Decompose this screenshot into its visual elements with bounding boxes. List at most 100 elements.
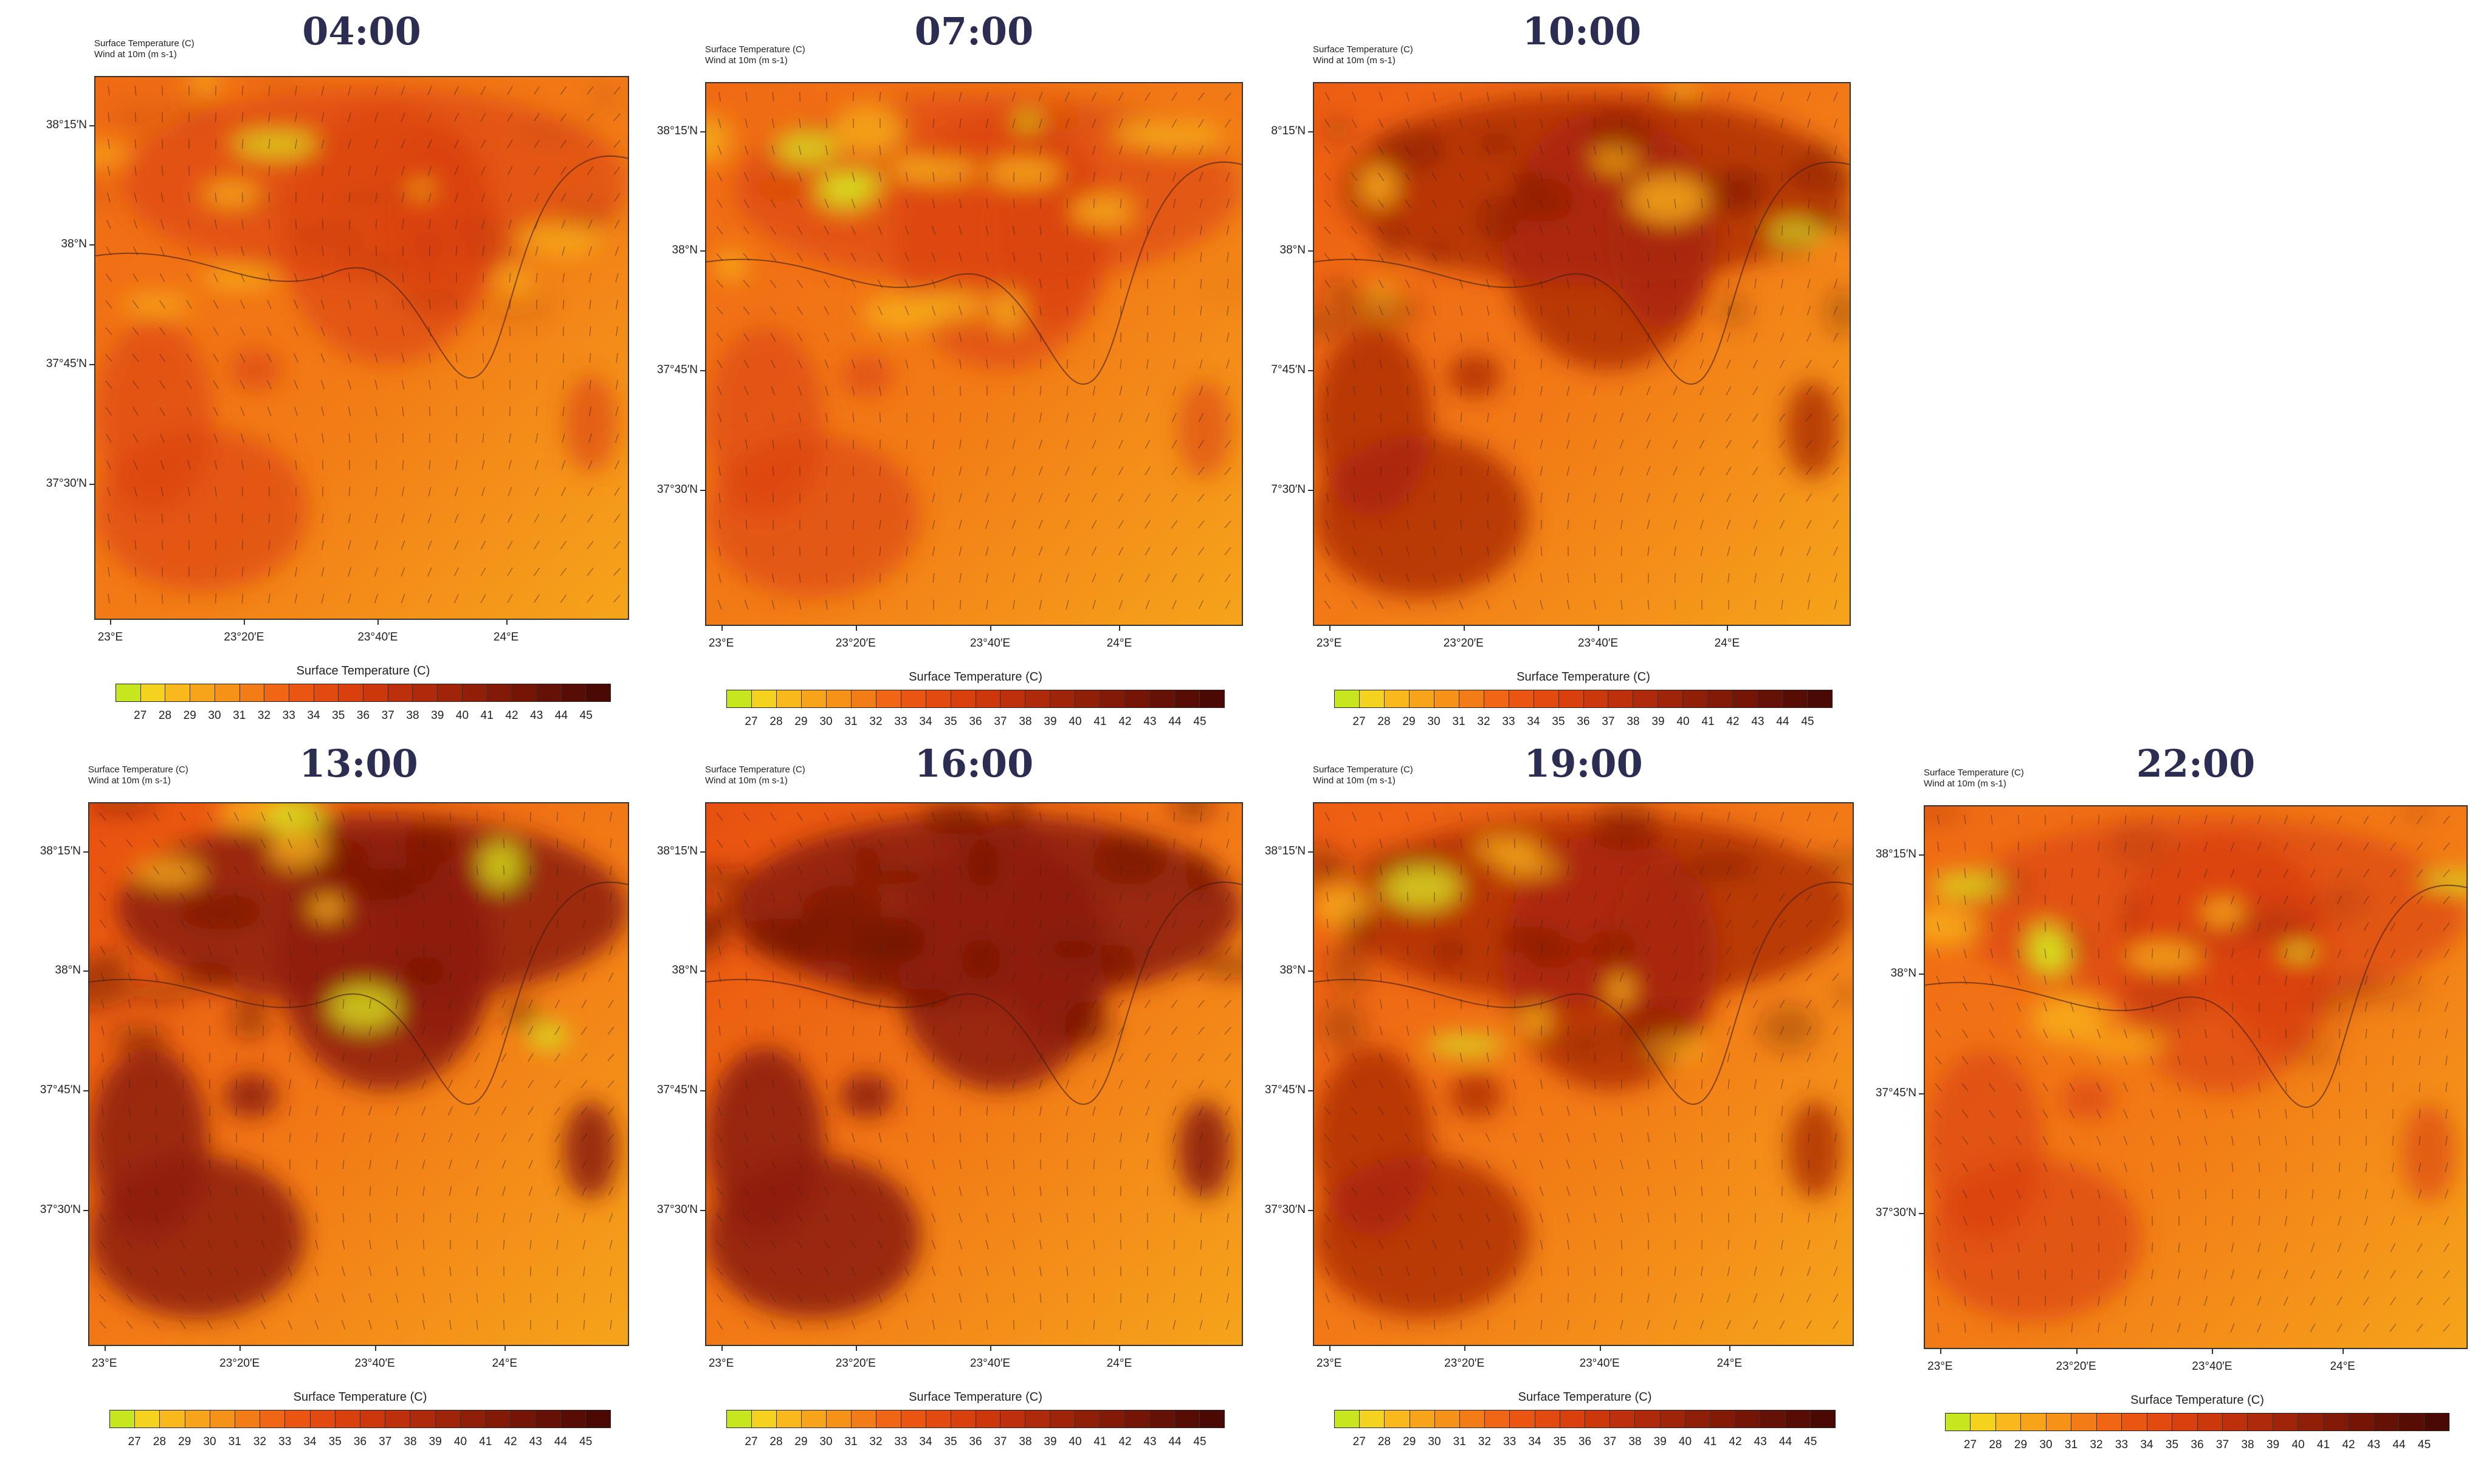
colorbar-swatch (1710, 1410, 1736, 1427)
colorbar-swatch (751, 690, 777, 707)
colorbar-tick-label: 42 (1726, 715, 1740, 728)
panel-time-title: 13:00 (299, 741, 418, 786)
latitude-tick (700, 851, 705, 853)
colorbar-swatch (1633, 690, 1659, 707)
longitude-tick (244, 620, 246, 625)
colorbar-tick-label: 42 (1118, 715, 1132, 728)
colorbar-tick-label: 44 (1778, 1435, 1792, 1448)
colorbar-tick-label: 45 (2417, 1438, 2431, 1451)
colorbar-tick-label: 35 (944, 715, 957, 728)
latitude-tick (700, 1210, 705, 1212)
colorbar-swatch (2374, 1414, 2400, 1431)
colorbar-tick-label: 36 (2191, 1438, 2204, 1451)
longitude-label: 24°E (1106, 1357, 1132, 1370)
latitude-label: 8°15′N (1271, 124, 1306, 137)
colorbar-tick-label: 27 (128, 1435, 141, 1448)
coastline (1314, 882, 1853, 1105)
colorbar-swatch (2046, 1414, 2072, 1431)
temperature-field (89, 803, 628, 1345)
colorbar-swatch (2424, 1414, 2449, 1431)
colorbar-swatch (1535, 1410, 1560, 1427)
latitude-tick (89, 125, 94, 126)
header-wind-label: Wind at 10m (m s-1) (1924, 778, 2006, 789)
colorbar-title: Surface Temperature (C) (2130, 1393, 2264, 1407)
colorbar (726, 1410, 1225, 1428)
latitude-label: 38°15′N (656, 124, 698, 137)
colorbar-tick-label: 40 (1676, 715, 1690, 728)
colorbar-swatch (1484, 690, 1509, 707)
colorbar-swatch (335, 1410, 361, 1427)
colorbar-tick-label: 45 (1801, 715, 1814, 728)
colorbar (726, 690, 1225, 708)
colorbar-tick-label: 30 (819, 715, 833, 728)
colorbar-tick-label: 34 (303, 1435, 317, 1448)
colorbar-tick-label: 44 (554, 1435, 568, 1448)
land-temperature-blobs (95, 77, 628, 592)
panel-time-title: 16:00 (914, 741, 1034, 786)
colorbar-swatch (1946, 1414, 1971, 1431)
longitude-tick (1119, 1346, 1121, 1351)
longitude-tick (990, 626, 992, 631)
colorbar-tick-label: 33 (1503, 1435, 1516, 1448)
colorbar-swatch (1509, 690, 1534, 707)
temperature-map (1924, 805, 2468, 1349)
coastline (1925, 885, 2467, 1108)
longitude-label: 23°E (708, 1357, 734, 1370)
latitude-label: 37°30′N (40, 1203, 81, 1217)
colorbar-swatch (1075, 690, 1101, 707)
colorbar-swatch (1460, 1410, 1485, 1427)
longitude-label: 24°E (1714, 637, 1740, 650)
colorbar-swatch (512, 684, 537, 701)
colorbar-swatch (560, 1410, 586, 1427)
latitude-tick (1308, 1090, 1313, 1092)
temperature-map (705, 82, 1243, 626)
colorbar-swatch (289, 684, 314, 701)
header-wind-label: Wind at 10m (m s-1) (705, 775, 788, 786)
colorbar-tick-label: 40 (1069, 715, 1082, 728)
latitude-label: 37°30′N (46, 477, 87, 490)
panel-variable-header: Surface Temperature (C) Wind at 10m (m s-… (1313, 764, 1413, 786)
colorbar-tick-label: 41 (480, 709, 494, 722)
colorbar-tick-label: 30 (208, 709, 221, 722)
colorbar-tick-label: 36 (969, 1435, 982, 1448)
colorbar-tick-label: 29 (2014, 1438, 2028, 1451)
colorbar-tick-label: 37 (2215, 1438, 2229, 1451)
colorbar-tick-label: 39 (1044, 1435, 1057, 1448)
latitude-tick (1308, 1210, 1313, 1212)
colorbar-tick-label: 43 (2367, 1438, 2381, 1451)
colorbar-tick-label: 37 (1602, 715, 1615, 728)
colorbar-tick-label: 29 (178, 1435, 191, 1448)
longitude-tick (1729, 1346, 1731, 1351)
latitude-label: 38°N (61, 238, 87, 251)
latitude-tick (83, 970, 88, 972)
colorbar-tick-label: 37 (379, 1435, 392, 1448)
colorbar-title: Surface Temperature (C) (293, 1390, 427, 1404)
coastline (1314, 162, 1850, 385)
colorbar-tick-label: 29 (183, 709, 196, 722)
colorbar-tick-label: 27 (1352, 1435, 1366, 1448)
longitude-tick (1119, 626, 1121, 631)
colorbar-swatch (438, 684, 463, 701)
colorbar-swatch (215, 684, 240, 701)
colorbar-tick-label: 28 (769, 715, 783, 728)
latitude-tick (1308, 970, 1313, 972)
longitude-tick (721, 626, 723, 631)
colorbar-tick-label: 39 (2266, 1438, 2280, 1451)
colorbar-swatch (2071, 1414, 2097, 1431)
colorbar-swatch (1459, 690, 1484, 707)
colorbar-swatch (460, 1410, 486, 1427)
colorbar-swatch (926, 690, 951, 707)
colorbar-swatch (410, 1410, 436, 1427)
colorbar-swatch (1683, 690, 1709, 707)
colorbar-tick-label: 37 (994, 1435, 1007, 1448)
header-temperature-label: Surface Temperature (C) (1313, 764, 1413, 775)
colorbar-tick-label: 30 (1428, 1435, 1441, 1448)
latitude-label: 37°45′N (40, 1084, 81, 1097)
temperature-field (1314, 83, 1850, 625)
colorbar-tick-label: 33 (894, 715, 907, 728)
temperature-map (705, 802, 1243, 1346)
colorbar-swatch (851, 690, 876, 707)
colorbar-swatch (2323, 1414, 2349, 1431)
latitude-label: 37°30′N (1264, 1203, 1306, 1217)
colorbar-swatch (1125, 690, 1151, 707)
